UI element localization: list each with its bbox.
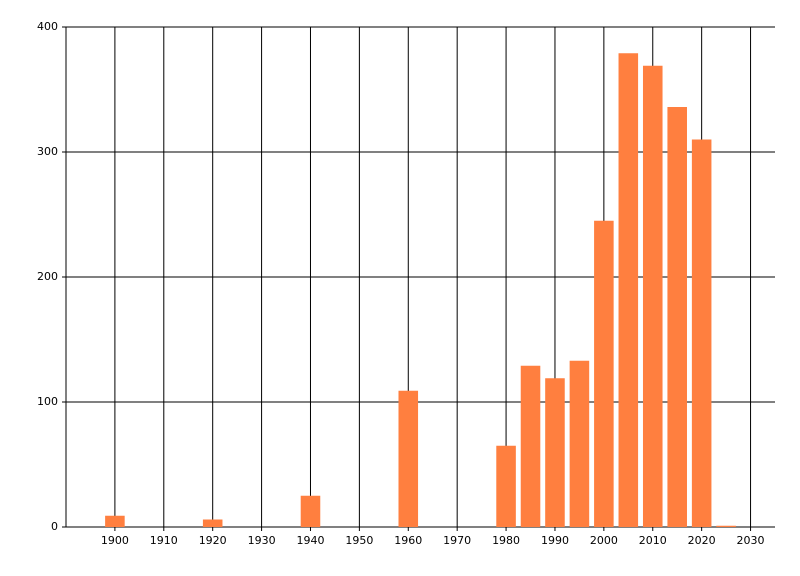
bar: [642, 65, 663, 527]
y-tick-label: 100: [37, 395, 58, 408]
y-tick-label: 200: [37, 270, 58, 283]
bar: [496, 445, 516, 527]
bar: [667, 107, 687, 527]
x-tick-label: 1930: [248, 534, 276, 547]
bar: [545, 378, 565, 527]
x-tick-label: 2000: [590, 534, 618, 547]
x-tick-label: 1960: [394, 534, 422, 547]
x-tick-label: 1940: [296, 534, 324, 547]
bar: [398, 390, 419, 527]
x-tick-label: 1900: [101, 534, 129, 547]
x-tick-label: 2020: [688, 534, 716, 547]
x-tick-label: 1980: [492, 534, 520, 547]
x-tick-label: 1970: [443, 534, 471, 547]
bar: [691, 139, 712, 527]
bar: [569, 360, 590, 527]
bar: [105, 515, 125, 527]
x-tick-label: 1950: [345, 534, 373, 547]
y-tick-label: 0: [51, 520, 58, 533]
x-tick-label: 1990: [541, 534, 569, 547]
bar: [202, 519, 223, 527]
bar: [520, 365, 541, 527]
bar: [716, 525, 736, 527]
x-tick-label: 1920: [199, 534, 227, 547]
x-tick-label: 1910: [150, 534, 178, 547]
x-tick-label: 2010: [639, 534, 667, 547]
bar: [618, 53, 639, 527]
y-tick-label: 300: [37, 145, 58, 158]
y-tick-label: 400: [37, 20, 58, 33]
bar: [300, 495, 321, 527]
bar: [594, 220, 614, 527]
x-tick-label: 2030: [737, 534, 765, 547]
